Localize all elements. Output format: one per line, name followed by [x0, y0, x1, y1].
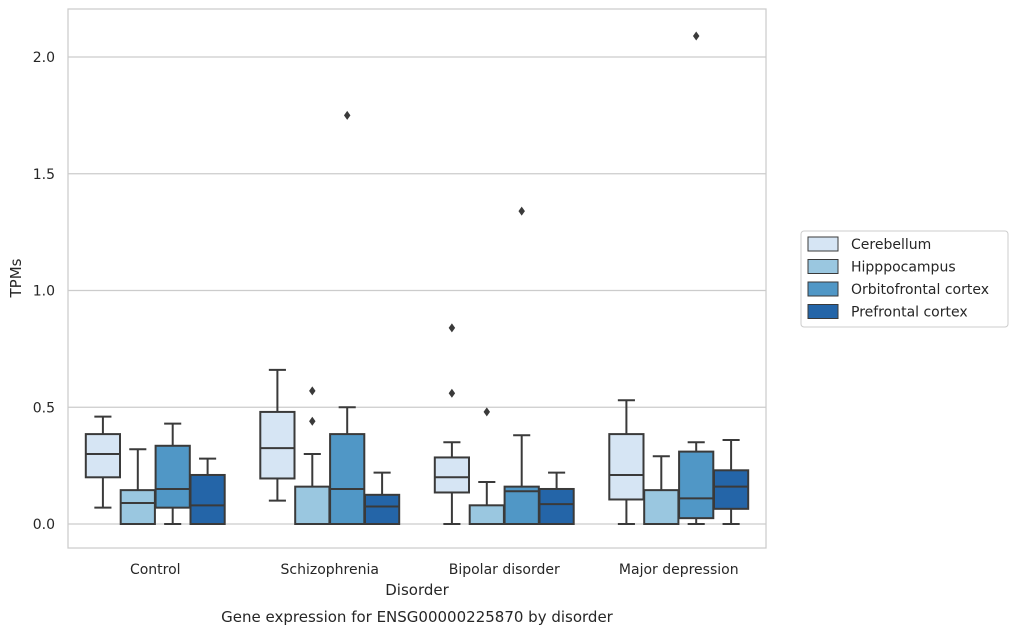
legend-item: Prefrontal cortex [807, 304, 968, 321]
legend-label: Prefrontal cortex [851, 305, 968, 321]
y-tick-label: 0.0 [33, 517, 55, 533]
box-cerebellum [433, 323, 471, 525]
box-body [189, 473, 226, 525]
box-body [433, 456, 471, 494]
legend-item: Orbitofrontal cortex [807, 281, 989, 298]
box-body [363, 493, 401, 525]
outlier-point [448, 323, 456, 333]
box-orbitofrontal-cortex [154, 422, 191, 525]
outlier-point [483, 407, 491, 417]
box-body [84, 433, 122, 479]
legend-swatch [807, 236, 839, 252]
legend-item: Cerebellum [807, 236, 931, 253]
legend-item: Hipppocampus [807, 259, 956, 276]
box-orbitofrontal-cortex [503, 206, 540, 526]
legend-label: Hipppocampus [851, 260, 956, 276]
x-tick-label: Bipolar disorder [449, 562, 560, 578]
y-axis-label: TPMs [7, 258, 25, 298]
box-cerebellum [608, 399, 645, 525]
box-hipppocampus [643, 455, 680, 525]
box-body [643, 489, 680, 525]
outlier-point [343, 110, 351, 120]
outlier-point [309, 386, 316, 396]
box-hipppocampus [294, 386, 331, 526]
box-prefrontal-cortex [189, 457, 226, 525]
x-tick-label: Control [130, 562, 181, 578]
box-body [468, 504, 505, 526]
category-group [433, 206, 575, 526]
box-body [538, 487, 575, 526]
x-tick-label: Major depression [619, 562, 739, 578]
box-hipppocampus [119, 448, 156, 525]
legend-label: Cerebellum [851, 237, 931, 253]
box-body [712, 469, 750, 510]
box-body [154, 444, 191, 509]
figure-caption: Gene expression for ENSG00000225870 by d… [221, 608, 614, 626]
y-tick-label: 1.0 [33, 284, 55, 300]
y-tick-label: 1.5 [33, 167, 55, 183]
box-prefrontal-cortex [712, 438, 750, 525]
y-tick-label: 2.0 [33, 50, 55, 66]
legend-label: Orbitofrontal cortex [851, 282, 989, 298]
box-body [119, 489, 156, 525]
category-group [608, 31, 750, 525]
category-group [259, 110, 401, 526]
legend: Cerebellum Hipppocampus Orbitofrontal cort… [800, 230, 1009, 328]
box-groups [84, 31, 750, 526]
legend-swatch [807, 259, 839, 274]
y-axis-ticks: 0.0 0.5 1.0 1.5 2.0 [33, 50, 55, 533]
box-prefrontal-cortex [363, 471, 401, 525]
legend-swatch [807, 304, 839, 319]
x-axis-ticks: Control Schizophrenia Bipolar disorder Majo… [130, 562, 739, 578]
y-tick-label: 0.5 [33, 400, 55, 416]
outlier-point [692, 31, 700, 41]
legend-frame [800, 230, 1009, 328]
box-body [329, 433, 366, 526]
outlier-point [518, 206, 525, 216]
plot-frame [67, 8, 767, 549]
box-cerebellum [84, 415, 122, 509]
box-body [608, 433, 645, 501]
x-axis-label: Disorder [385, 581, 449, 599]
box-body [259, 410, 296, 480]
legend-swatch [807, 281, 839, 297]
box-hipppocampus [468, 407, 505, 526]
box-cerebellum [259, 368, 296, 502]
box-orbitofrontal-cortex [329, 110, 366, 526]
box-body [678, 450, 715, 520]
box-body [294, 485, 331, 526]
category-group [84, 415, 226, 525]
x-tick-label: Schizophrenia [281, 562, 379, 578]
outlier-point [448, 388, 456, 398]
outlier-point [309, 416, 316, 426]
box-prefrontal-cortex [538, 471, 575, 526]
